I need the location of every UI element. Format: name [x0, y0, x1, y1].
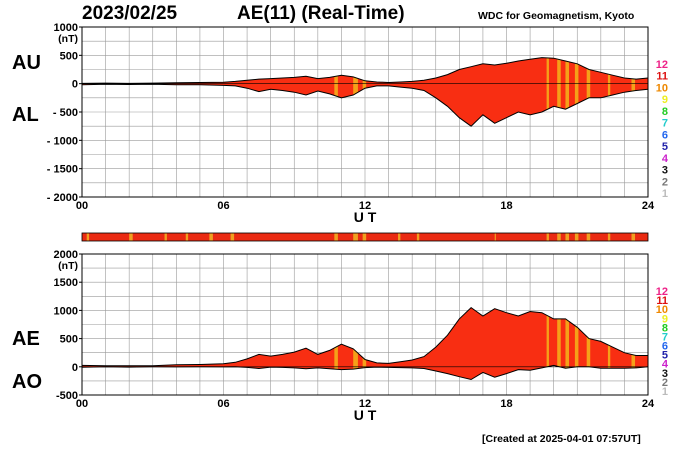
alt-color-band	[565, 307, 569, 380]
station-count-label: 7	[662, 331, 668, 343]
alt-color-band	[586, 307, 591, 380]
y-tick-label: 0	[72, 79, 78, 91]
plot-date: 2023/02/25	[82, 3, 178, 24]
coverage-strip-band	[86, 233, 90, 241]
x-axis-label: U T	[354, 209, 377, 225]
y-tick-label: - 1500	[47, 164, 78, 176]
data-source-label: WDC for Geomagnetism, Kyoto	[478, 10, 635, 22]
station-count-label: 8	[662, 322, 668, 334]
series-line-al	[81, 83, 649, 127]
y-tick-label: -500	[56, 390, 78, 402]
index-fill-area	[82, 307, 648, 380]
x-tick-label: 24	[642, 200, 655, 212]
plot-frame	[81, 253, 649, 396]
coverage-strip-band	[586, 233, 591, 241]
alt-color-band	[546, 57, 549, 127]
x-axis-label: U T	[354, 407, 377, 423]
y-tick-label: 500	[60, 334, 78, 346]
unit-label: (nT)	[58, 260, 78, 272]
x-tick-label: 12	[359, 200, 371, 212]
station-count-label: 10	[656, 82, 668, 94]
y-tick-label: - 1000	[47, 135, 78, 147]
station-count-label: 2	[662, 176, 668, 188]
coverage-strip-band	[164, 233, 167, 241]
coverage-strip-band	[334, 233, 338, 241]
station-count-label: 8	[662, 106, 668, 118]
y-tick-label: 2000	[54, 249, 78, 261]
y-tick-label: 1000	[54, 305, 78, 317]
coverage-strip-band	[185, 233, 189, 241]
station-count-label: 1	[662, 386, 668, 398]
station-count-label: 12	[656, 286, 668, 298]
station-count-label: 9	[662, 94, 668, 106]
series-line-au	[81, 57, 649, 84]
coverage-strip-band	[574, 233, 579, 241]
y-tick-label: 1000	[54, 22, 78, 34]
alt-color-band	[586, 57, 591, 127]
creation-timestamp: [Created at 2025-04-01 07:57UT]	[482, 433, 641, 445]
coverage-strip-band	[607, 233, 611, 241]
alt-color-band	[565, 57, 569, 127]
coverage-strip-band	[416, 233, 420, 241]
y-tick-label: - 2000	[47, 192, 78, 204]
coverage-strip-band	[353, 233, 358, 241]
alt-color-band	[607, 57, 611, 127]
coverage-strip-band	[631, 233, 636, 241]
alt-color-band	[334, 57, 338, 127]
station-count-label: 5	[662, 141, 668, 153]
coverage-strip-band	[209, 233, 213, 241]
station-count-label: 4	[662, 153, 669, 165]
au-label: AU	[12, 52, 41, 74]
alt-color-band	[546, 307, 549, 380]
x-tick-label: 24	[642, 398, 655, 410]
y-tick-label: 0	[72, 362, 78, 374]
station-count-label: 6	[662, 341, 668, 353]
coverage-strip-band	[494, 233, 496, 241]
station-count-label: 3	[662, 165, 668, 177]
station-count-label: 6	[662, 129, 668, 141]
station-count-label: 3	[662, 368, 668, 380]
station-count-label: 12	[656, 59, 668, 71]
y-tick-label: 1500	[54, 277, 78, 289]
alt-color-band	[557, 57, 561, 127]
plot-title: AE(11) (Real-Time)	[237, 3, 405, 24]
alt-color-band	[574, 57, 579, 127]
x-tick-label: 06	[217, 398, 229, 410]
series-line-ae	[81, 306, 648, 367]
x-tick-label: 00	[76, 398, 88, 410]
alt-color-band	[557, 307, 561, 380]
index-fill-area	[82, 57, 648, 127]
x-tick-label: 00	[76, 200, 88, 212]
x-tick-label: 06	[217, 200, 229, 212]
y-tick-label: - 500	[53, 107, 78, 119]
coverage-strip-band	[362, 233, 367, 241]
station-count-label: 7	[662, 118, 668, 130]
x-tick-label: 18	[500, 398, 512, 410]
coverage-strip-band	[230, 233, 235, 241]
station-count-label: 11	[656, 71, 668, 83]
station-count-label: 2	[662, 377, 668, 389]
station-count-label: 1	[662, 188, 668, 200]
ae-label: AE	[12, 328, 40, 350]
ao-label: AO	[12, 371, 42, 393]
station-count-label: 9	[662, 313, 668, 325]
station-count-label: 10	[656, 304, 668, 316]
station-count-label: 11	[656, 295, 668, 307]
coverage-strip-band	[557, 233, 561, 241]
x-tick-label: 18	[500, 200, 512, 212]
station-count-label: 5	[662, 350, 668, 362]
unit-label: (nT)	[58, 33, 78, 45]
coverage-strip-band	[129, 233, 133, 241]
alt-color-band	[353, 57, 358, 127]
alt-color-band	[574, 307, 579, 380]
x-tick-label: 12	[359, 398, 371, 410]
al-label: AL	[12, 104, 39, 126]
coverage-strip-band	[546, 233, 549, 241]
y-tick-label: 500	[60, 50, 78, 62]
coverage-strip-band	[565, 233, 569, 241]
coverage-strip-band	[398, 233, 401, 241]
station-count-label: 4	[662, 359, 669, 371]
